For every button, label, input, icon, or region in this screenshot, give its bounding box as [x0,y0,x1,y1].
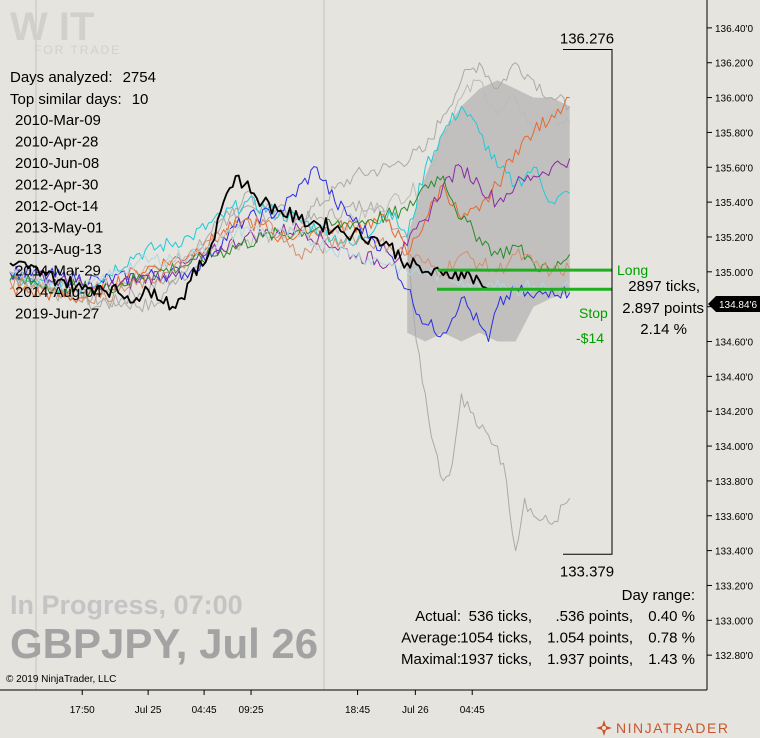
series-2010-jun-08 [9,79,571,295]
day-range-points: .536 points, [555,608,633,625]
price-tick-label: 132.80'0 [715,651,753,662]
svg-text:NINJATRADER: NINJATRADER [616,720,729,736]
day-range-title: Day range: [622,587,695,604]
long-label: Long [617,262,648,278]
price-tick-label: 136.00'0 [715,94,753,105]
day-range-pct: 1.43 % [648,651,695,668]
day-range-points: 1.054 points, [547,630,633,647]
svg-text:W IT: W IT [10,5,94,49]
time-tick-label: 04:45 [460,705,485,716]
series-current [9,174,489,311]
similar-date: 2010-Jun-08 [15,155,99,172]
price-tick-label: 135.20'0 [715,233,753,244]
range-low-label: 133.379 [560,563,614,580]
analysis-panel: Days analyzed: 2754 Top similar days: 10 2… [10,69,156,323]
similar-date: 2013-May-01 [15,220,103,237]
similar-date: 2012-Apr-30 [15,177,98,194]
day-range-ticks: 536 ticks, [469,608,532,625]
svg-text:FOR TRADE: FOR TRADE [34,43,121,57]
price-tick-label: 135.60'0 [715,163,753,174]
series-2013-may-01 [9,166,571,342]
price-tick-label: 134.00'0 [715,442,753,453]
similar-date: 2010-Mar-09 [15,112,101,129]
range-bracket: 136.276 133.379 [560,30,614,580]
target-percent: 2.14 % [640,321,687,338]
ninja-star-icon [596,720,612,736]
copyright: © 2019 NinjaTrader, LLC [6,674,116,685]
series-2014-mar-29 [9,175,571,297]
day-range-label: Maximal: [401,651,461,668]
watermark-logo: W IT FOR TRADE [10,5,121,57]
price-tick-label: 135.00'0 [715,268,753,279]
time-tick-label: 09:25 [239,705,264,716]
stop-label: Stop [579,305,608,321]
series-2019-jun-27 [9,224,571,297]
time-tick-label: Jul 26 [402,705,429,716]
time-tick-label: 18:45 [345,705,370,716]
stop-amount: -$14 [576,330,604,346]
range-high-label: 136.276 [560,30,614,47]
price-tick-label: 135.40'0 [715,198,753,209]
price-tick-label: 134.20'0 [715,407,753,418]
price-tick-label: 133.80'0 [715,477,753,488]
price-tick-label: 133.40'0 [715,547,753,558]
ninjatrader-logo: NINJATRADER [596,720,729,736]
range-bracket-line [563,49,613,555]
similar-date: 2014-Aug-04 [15,284,102,301]
similar-date: 2010-Apr-28 [15,134,98,151]
price-tick-label: 134.60'0 [715,338,753,349]
trade-info: Long 2897 ticks, 2.897 points 2.14 % Sto… [576,262,704,346]
similar-date: 2013-Aug-13 [15,241,102,258]
price-tick-label: 134.40'0 [715,372,753,383]
day-range-pct: 0.40 % [648,608,695,625]
day-range-label: Actual: [415,608,461,625]
day-range-panel: Day range: Actual: 536 ticks, .536 points,… [401,587,695,668]
price-tick-label: 136.40'0 [715,24,753,35]
price-tick-label: 133.60'0 [715,512,753,523]
day-range-ticks: 1054 ticks, [460,630,532,647]
top-similar-days: Top similar days: 10 [10,91,148,108]
day-range-points: 1.937 points, [547,651,633,668]
similar-date: 2019-Jun-27 [15,306,99,323]
last-price-label: 134.84'6 [719,300,757,311]
day-range-pct: 0.78 % [648,630,695,647]
last-price-marker: 134.84'6 [708,296,760,312]
days-analyzed: Days analyzed: 2754 [10,69,156,86]
price-tick-label: 133.00'0 [715,616,753,627]
similar-date: 2014-Mar-29 [15,263,101,280]
time-tick-label: 17:50 [70,705,95,716]
similar-dates-list: 2010-Mar-09 2010-Apr-28 2010-Jun-08 2012-Ap… [15,112,103,323]
price-tick-label: 136.20'0 [715,59,753,70]
time-tick-label: 04:45 [192,705,217,716]
time-tick-label: Jul 25 [135,705,162,716]
price-tick-label: 135.80'0 [715,128,753,139]
day-range-label: Average: [401,630,461,647]
level-lines [437,268,612,291]
series-layer [9,62,571,552]
instrument-title: GBPJPY, Jul 26 [10,620,318,667]
status-text: In Progress, 07:00 [10,590,243,620]
time-axis[interactable]: 17:50 Jul 25 04:45 09:25 18:45 Jul 26 04:45 [70,690,485,716]
price-axis[interactable]: 136.40'0 136.20'0 136.00'0 135.80'0 135.60'0… [707,24,753,662]
price-tick-label: 133.20'0 [715,581,753,592]
target-points: 2.897 points [622,300,704,317]
similar-date: 2012-Oct-14 [15,198,98,215]
day-range-ticks: 1937 ticks, [460,651,532,668]
target-ticks: 2897 ticks, [628,278,700,295]
